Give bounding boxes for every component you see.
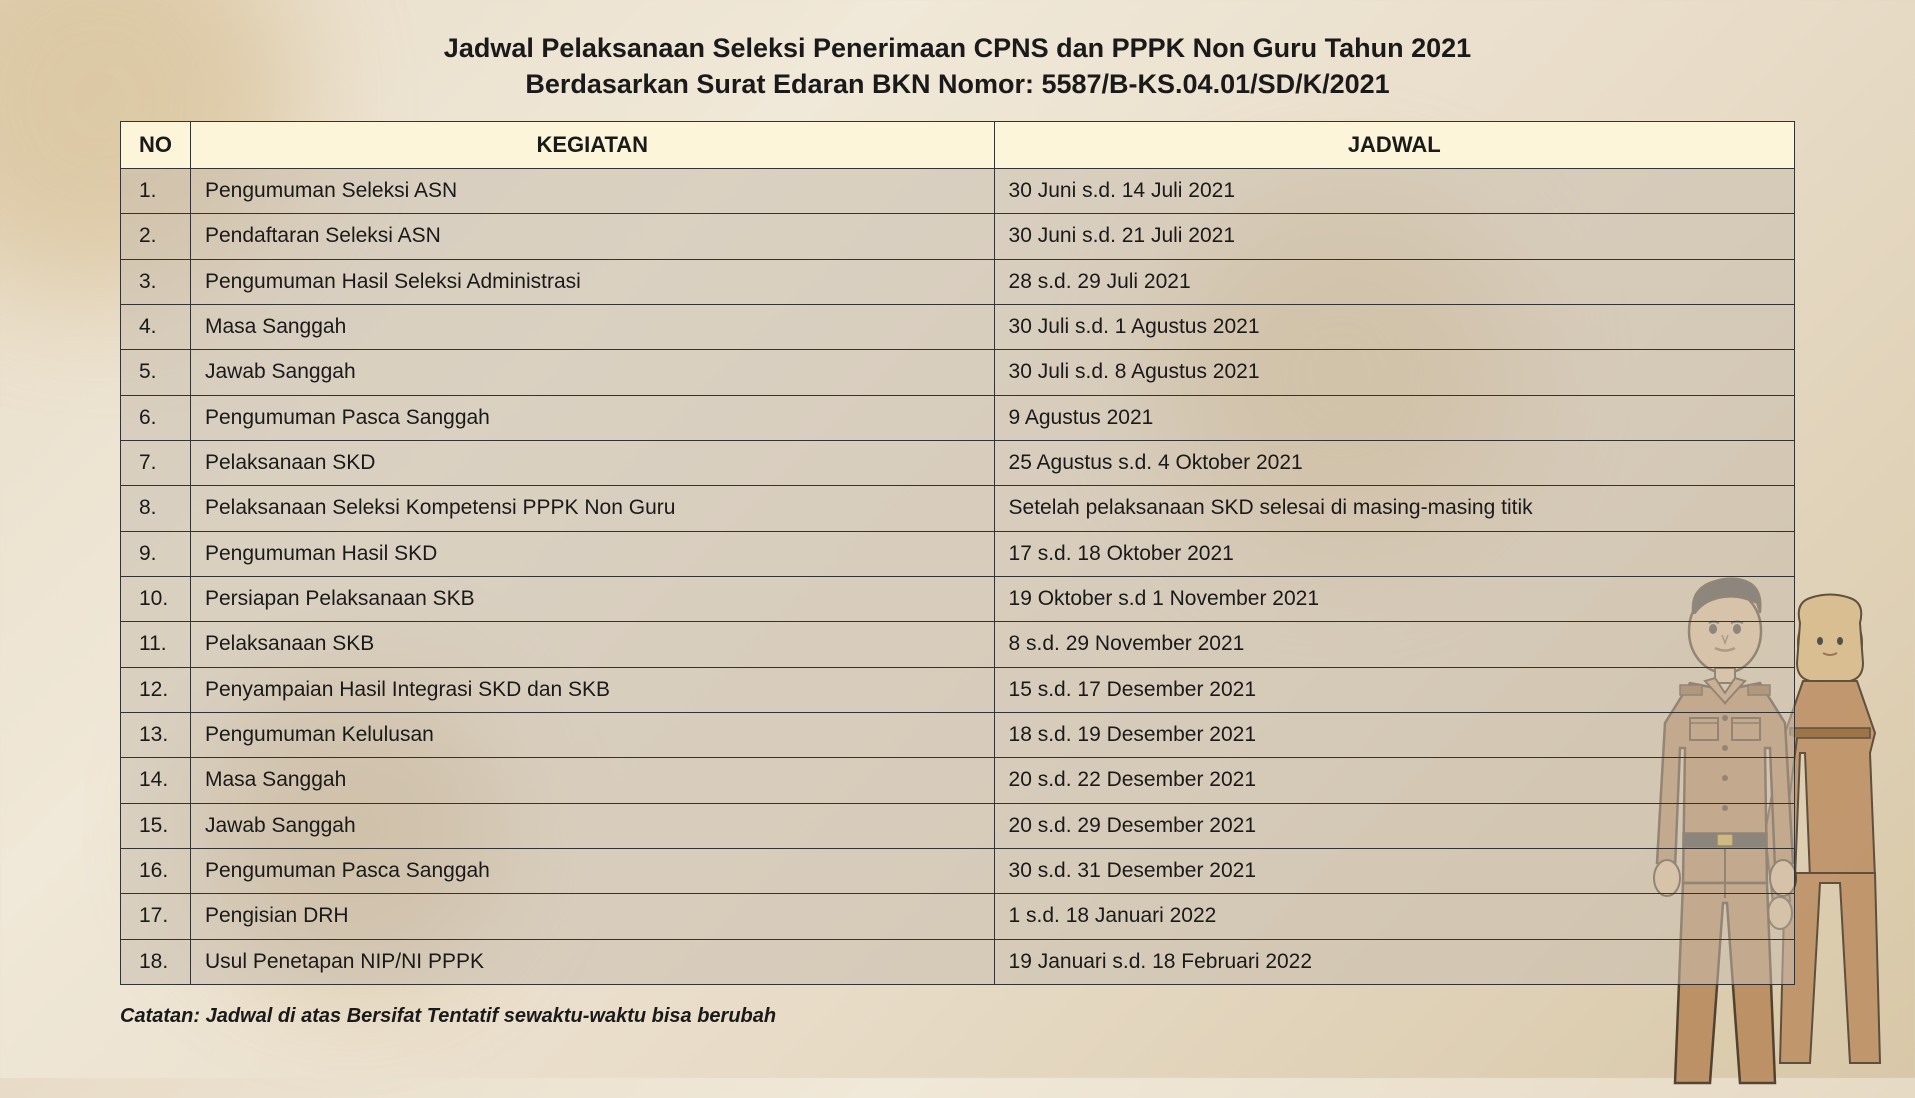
table-row: 3.Pengumuman Hasil Seleksi Administrasi2… — [121, 259, 1795, 304]
cell-jadwal: 25 Agustus s.d. 4 Oktober 2021 — [994, 440, 1794, 485]
cell-jadwal: 15 s.d. 17 Desember 2021 — [994, 667, 1794, 712]
table-row: 17.Pengisian DRH1 s.d. 18 Januari 2022 — [121, 894, 1795, 939]
cell-no: 4. — [121, 304, 191, 349]
cell-jadwal: 1 s.d. 18 Januari 2022 — [994, 894, 1794, 939]
cell-kegiatan: Pelaksanaan Seleksi Kompetensi PPPK Non … — [191, 486, 995, 531]
cell-kegiatan: Jawab Sanggah — [191, 350, 995, 395]
cell-no: 1. — [121, 168, 191, 213]
cell-jadwal: 28 s.d. 29 Juli 2021 — [994, 259, 1794, 304]
table-row: 6.Pengumuman Pasca Sanggah9 Agustus 2021 — [121, 395, 1795, 440]
cell-no: 2. — [121, 214, 191, 259]
cell-kegiatan: Pengumuman Kelulusan — [191, 713, 995, 758]
table-row: 16.Pengumuman Pasca Sanggah30 s.d. 31 De… — [121, 849, 1795, 894]
cell-jadwal: 20 s.d. 22 Desember 2021 — [994, 758, 1794, 803]
document-title: Jadwal Pelaksanaan Seleksi Penerimaan CP… — [120, 30, 1795, 103]
table-header-row: NO KEGIATAN JADWAL — [121, 121, 1795, 168]
table-row: 14. Masa Sanggah20 s.d. 22 Desember 2021 — [121, 758, 1795, 803]
table-row: 5.Jawab Sanggah30 Juli s.d. 8 Agustus 20… — [121, 350, 1795, 395]
cell-jadwal: 30 s.d. 31 Desember 2021 — [994, 849, 1794, 894]
table-row: 2.Pendaftaran Seleksi ASN30 Juni s.d. 21… — [121, 214, 1795, 259]
table-row: 18.Usul Penetapan NIP/NI PPPK19 Januari … — [121, 939, 1795, 984]
cell-kegiatan: Pengumuman Hasil SKD — [191, 531, 995, 576]
title-line-2: Berdasarkan Surat Edaran BKN Nomor: 5587… — [120, 66, 1795, 102]
table-row: 8.Pelaksanaan Seleksi Kompetensi PPPK No… — [121, 486, 1795, 531]
cell-jadwal: 8 s.d. 29 November 2021 — [994, 622, 1794, 667]
header-jadwal: JADWAL — [994, 121, 1794, 168]
cell-jadwal: 9 Agustus 2021 — [994, 395, 1794, 440]
table-row: 13.Pengumuman Kelulusan18 s.d. 19 Desemb… — [121, 713, 1795, 758]
cell-no: 10. — [121, 576, 191, 621]
cell-kegiatan: Pengumuman Pasca Sanggah — [191, 395, 995, 440]
cell-jadwal: 19 Oktober s.d 1 November 2021 — [994, 576, 1794, 621]
cell-jadwal: 18 s.d. 19 Desember 2021 — [994, 713, 1794, 758]
cell-jadwal: 20 s.d. 29 Desember 2021 — [994, 803, 1794, 848]
cell-no: 18. — [121, 939, 191, 984]
cell-kegiatan: Pengumuman Seleksi ASN — [191, 168, 995, 213]
cell-no: 3. — [121, 259, 191, 304]
cell-kegiatan: Pengisian DRH — [191, 894, 995, 939]
cell-kegiatan: Masa Sanggah — [191, 304, 995, 349]
cell-jadwal: 17 s.d. 18 Oktober 2021 — [994, 531, 1794, 576]
header-kegiatan: KEGIATAN — [191, 121, 995, 168]
cell-jadwal: 30 Juni s.d. 21 Juli 2021 — [994, 214, 1794, 259]
footnote: Catatan: Jadwal di atas Bersifat Tentati… — [120, 1005, 1795, 1028]
cell-no: 11. — [121, 622, 191, 667]
title-line-1: Jadwal Pelaksanaan Seleksi Penerimaan CP… — [120, 30, 1795, 66]
cell-kegiatan: Pelaksanaan SKD — [191, 440, 995, 485]
cell-kegiatan: Pelaksanaan SKB — [191, 622, 995, 667]
cell-no: 16. — [121, 849, 191, 894]
cell-jadwal: 19 Januari s.d. 18 Februari 2022 — [994, 939, 1794, 984]
cell-no: 5. — [121, 350, 191, 395]
table-row: 12.Penyampaian Hasil Integrasi SKD dan S… — [121, 667, 1795, 712]
cell-jadwal: 30 Juni s.d. 14 Juli 2021 — [994, 168, 1794, 213]
cell-kegiatan: Pendaftaran Seleksi ASN — [191, 214, 995, 259]
cell-no: 12. — [121, 667, 191, 712]
cell-kegiatan: Jawab Sanggah — [191, 803, 995, 848]
cell-no: 17. — [121, 894, 191, 939]
cell-kegiatan: Masa Sanggah — [191, 758, 995, 803]
cell-no: 8. — [121, 486, 191, 531]
cell-jadwal: Setelah pelaksanaan SKD selesai di masin… — [994, 486, 1794, 531]
table-row: 15.Jawab Sanggah20 s.d. 29 Desember 2021 — [121, 803, 1795, 848]
table-row: 4.Masa Sanggah30 Juli s.d. 1 Agustus 202… — [121, 304, 1795, 349]
table-row: 1.Pengumuman Seleksi ASN30 Juni s.d. 14 … — [121, 168, 1795, 213]
table-row: 11.Pelaksanaan SKB8 s.d. 29 November 202… — [121, 622, 1795, 667]
cell-no: 15. — [121, 803, 191, 848]
cell-no: 6. — [121, 395, 191, 440]
cell-kegiatan: Usul Penetapan NIP/NI PPPK — [191, 939, 995, 984]
cell-kegiatan: Penyampaian Hasil Integrasi SKD dan SKB — [191, 667, 995, 712]
table-row: 10.Persiapan Pelaksanaan SKB19 Oktober s… — [121, 576, 1795, 621]
cell-kegiatan: Pengumuman Pasca Sanggah — [191, 849, 995, 894]
header-no: NO — [121, 121, 191, 168]
cell-no: 13. — [121, 713, 191, 758]
table-row: 9.Pengumuman Hasil SKD17 s.d. 18 Oktober… — [121, 531, 1795, 576]
schedule-table: NO KEGIATAN JADWAL 1.Pengumuman Seleksi … — [120, 121, 1795, 985]
table-row: 7.Pelaksanaan SKD25 Agustus s.d. 4 Oktob… — [121, 440, 1795, 485]
cell-jadwal: 30 Juli s.d. 1 Agustus 2021 — [994, 304, 1794, 349]
cell-no: 9. — [121, 531, 191, 576]
cell-no: 7. — [121, 440, 191, 485]
cell-no: 14. — [121, 758, 191, 803]
cell-kegiatan: Pengumuman Hasil Seleksi Administrasi — [191, 259, 995, 304]
cell-kegiatan: Persiapan Pelaksanaan SKB — [191, 576, 995, 621]
cell-jadwal: 30 Juli s.d. 8 Agustus 2021 — [994, 350, 1794, 395]
